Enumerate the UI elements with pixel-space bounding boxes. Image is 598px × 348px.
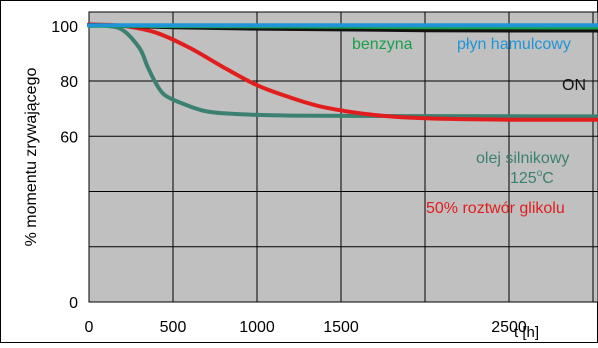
annotation-plyn-hamulcowy: płyn hamulcowy: [457, 36, 571, 53]
y-tick-label: 100: [51, 19, 78, 36]
annotation-olej-silnikowy: olej silnikowy: [476, 150, 569, 167]
x-tick-label: 0: [85, 319, 94, 336]
annotation-benzyna: benzyna: [352, 36, 413, 53]
annotation-temperature-unit: C: [542, 170, 554, 187]
annotation-glikol: 50% roztwór glikolu: [426, 200, 565, 217]
series-layer: [87, 22, 598, 122]
annotation-temperature-value: 125: [510, 170, 537, 187]
x-tick-label: 500: [160, 319, 187, 336]
x-tick-label: 2500: [491, 319, 527, 336]
x-axis-label: t [h]: [514, 324, 539, 341]
y-tick-label: 0: [69, 295, 78, 312]
annotation-temperature-degree: o: [537, 168, 543, 179]
x-axis: 05001000150025004000: [85, 319, 527, 336]
annotation-on: ON: [562, 77, 586, 94]
y-axis-label: % momentu zrywającego: [23, 68, 40, 247]
series-line-0: [87, 23, 598, 119]
grid-lines: [89, 12, 598, 302]
series-line-1: [87, 22, 598, 122]
y-tick-label: 80: [60, 74, 78, 91]
annotation-temperature: 125oC: [510, 168, 554, 187]
x-tick-label: 1000: [239, 319, 275, 336]
y-axis: 0 60 80 100: [51, 19, 78, 312]
y-tick-label: 60: [60, 129, 78, 146]
plot-area: [88, 11, 598, 303]
x-tick-label: 1500: [323, 319, 359, 336]
